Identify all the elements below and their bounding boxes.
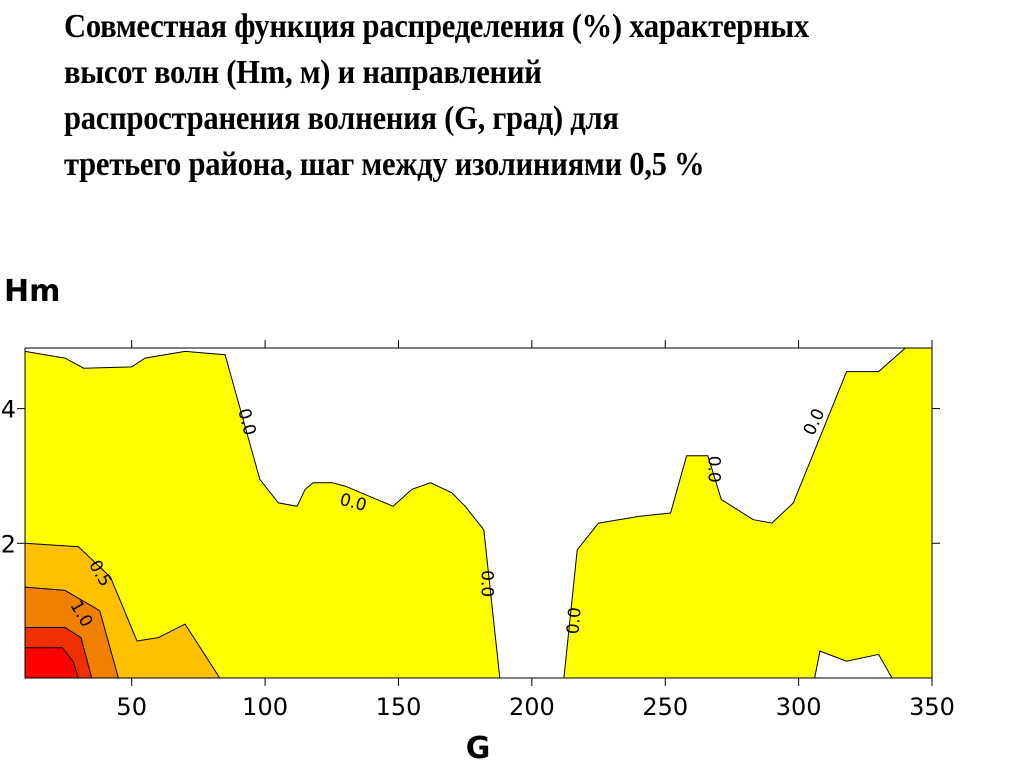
x-tick-label: 100 <box>242 693 288 721</box>
x-axis-title: G <box>466 731 491 766</box>
x-tick-label: 150 <box>376 693 422 721</box>
title-line-2: высот волн (Hm, м) и направлений <box>64 54 542 91</box>
y-axis-title: Hm <box>4 274 60 309</box>
y-tick-label: 4 <box>1 396 16 424</box>
x-tick-label: 50 <box>116 693 147 721</box>
chart-title: Совместная функция распределения (%) хар… <box>64 4 809 188</box>
x-tick-label: 200 <box>509 693 555 721</box>
contour-band-0-0-1 <box>563 347 933 679</box>
y-tick-label: 2 <box>1 530 16 558</box>
plot-frame <box>24 347 933 679</box>
x-tick-label: 350 <box>909 693 955 721</box>
contour-fills <box>24 347 933 679</box>
contour-label: 0.0 <box>703 456 723 483</box>
axis-ticks: 50 100 150 200 250 300 350 2 4 <box>1 340 955 721</box>
title-line-1: Совместная функция распределения (%) хар… <box>64 8 809 45</box>
x-tick-label: 250 <box>642 693 688 721</box>
x-tick-label: 300 <box>776 693 822 721</box>
title-line-3: распространения волнения (G, град) для <box>64 100 619 137</box>
contour-label: 0.0 <box>563 606 585 635</box>
contour-band-0-0-0 <box>24 350 501 679</box>
title-line-4: третьего района, шаг между изолиниями 0,… <box>64 146 705 183</box>
contour-label: 0.0 <box>477 570 497 597</box>
